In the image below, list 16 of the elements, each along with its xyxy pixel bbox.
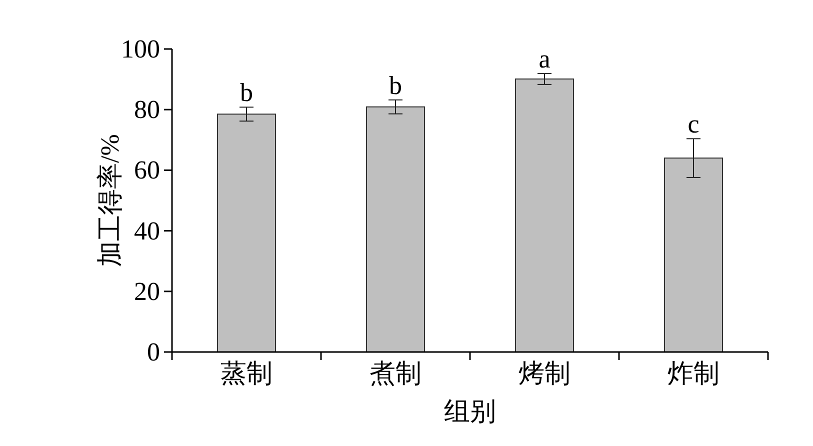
y-tick-label: 0	[147, 338, 160, 366]
annotation: b	[389, 70, 402, 100]
y-tick-label: 20	[134, 276, 160, 306]
annotation: a	[538, 44, 551, 74]
annotation: b	[240, 78, 253, 108]
y-axis-title: 加工得率/%	[96, 134, 124, 267]
x-tick-label: 煮制	[370, 359, 422, 388]
y-tick-label: 40	[134, 216, 160, 246]
annotation: c	[688, 110, 700, 139]
y-tick-label: 100	[121, 34, 160, 64]
y-tick-label: 60	[134, 156, 160, 185]
x-tick-label: 蒸制	[220, 359, 272, 388]
x-axis-title: 组别	[444, 397, 496, 426]
x-tick-label: 烤制	[518, 359, 570, 388]
y-tick-label: 80	[134, 95, 160, 124]
x-tick-label: 炸制	[668, 359, 720, 388]
